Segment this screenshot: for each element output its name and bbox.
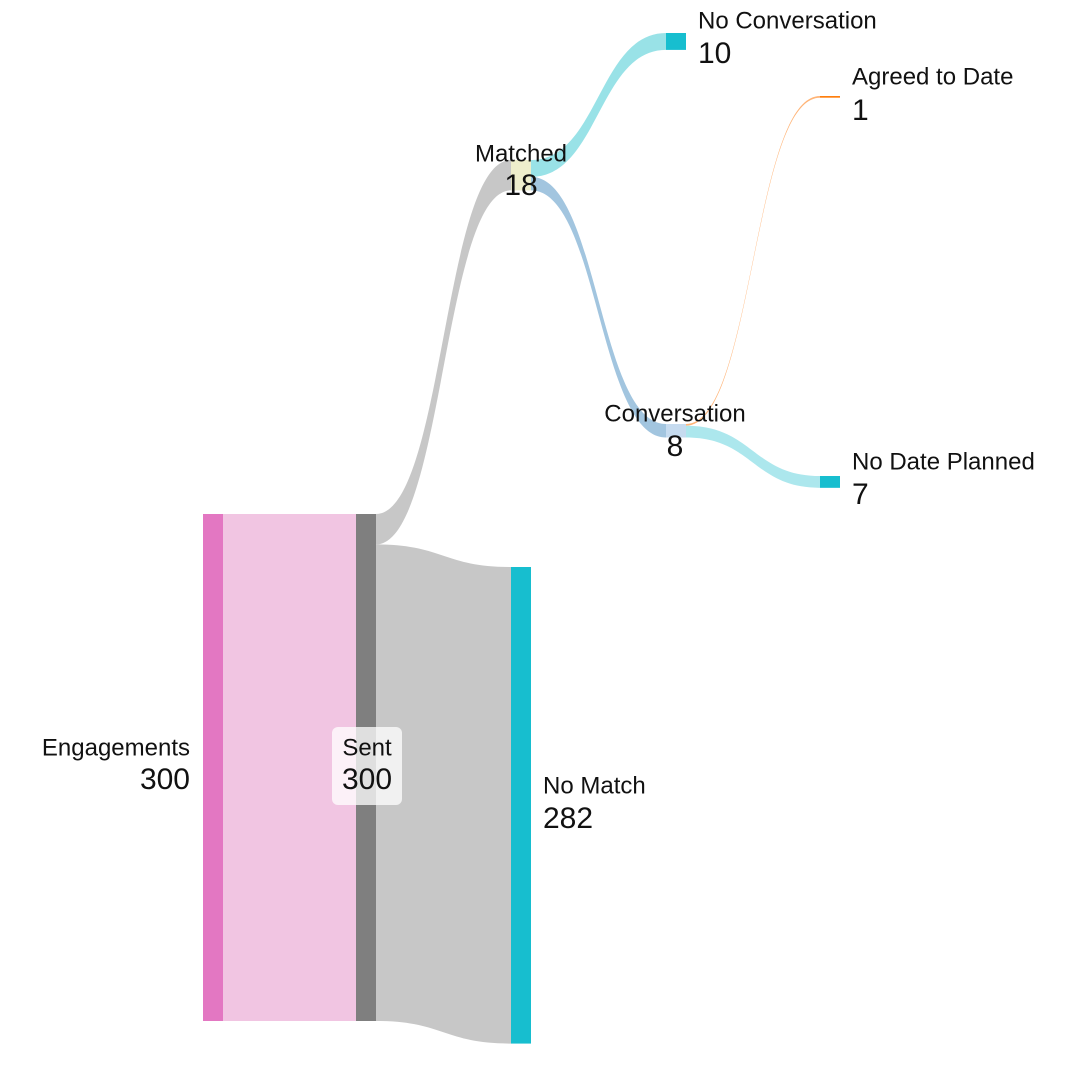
node <box>820 96 840 98</box>
label-box <box>332 727 402 805</box>
node <box>666 33 686 50</box>
node <box>666 424 686 438</box>
node-value: 1 <box>852 94 869 127</box>
links <box>223 33 820 1044</box>
node-value: 282 <box>543 802 593 835</box>
link <box>376 544 511 1044</box>
node-name: Engagements <box>42 734 190 761</box>
nodes <box>203 33 840 1044</box>
node-name: No Match <box>543 772 646 799</box>
link <box>531 176 666 438</box>
node-name: Matched <box>475 140 567 167</box>
node <box>511 160 531 191</box>
node <box>203 514 223 1021</box>
link <box>376 160 511 545</box>
link <box>686 96 820 426</box>
node-value: 300 <box>140 763 190 796</box>
link <box>531 33 666 177</box>
link <box>686 425 820 488</box>
node-name: No Conversation <box>698 7 877 34</box>
node-name: Agreed to Date <box>852 63 1013 90</box>
node-value: 7 <box>852 478 869 511</box>
node-name: Sent <box>342 734 392 761</box>
link <box>223 514 356 1021</box>
node-value: 8 <box>667 430 684 463</box>
node <box>820 476 840 488</box>
node-name: Conversation <box>604 400 745 427</box>
node-value: 18 <box>504 169 537 202</box>
node <box>511 567 531 1044</box>
node-value: 300 <box>342 763 392 796</box>
node-value: 10 <box>698 37 731 70</box>
node-name: No Date Planned <box>852 448 1035 475</box>
